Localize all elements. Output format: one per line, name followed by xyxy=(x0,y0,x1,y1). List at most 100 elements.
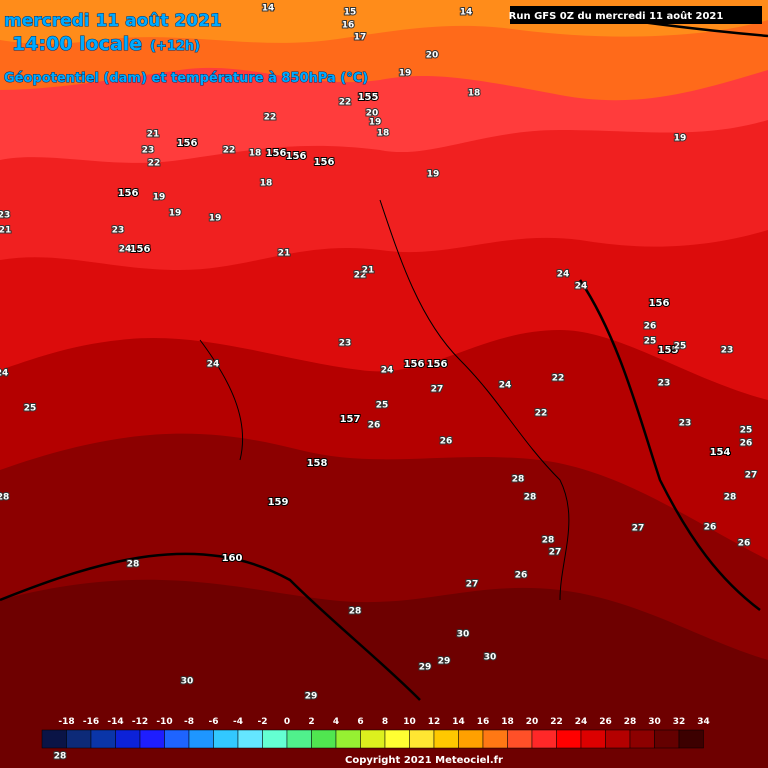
temperature-label: 28 xyxy=(512,475,525,485)
temperature-label: 24 xyxy=(381,366,394,376)
legend-swatch xyxy=(384,729,410,749)
temperature-label: 28 xyxy=(127,560,140,570)
temperature-label: 20 xyxy=(366,109,379,119)
legend-tick-label: -4 xyxy=(233,717,243,727)
temperature-label: 19 xyxy=(427,170,440,180)
legend-swatch xyxy=(629,729,655,749)
temperature-label: 27 xyxy=(632,524,645,534)
legend-swatch xyxy=(433,729,459,749)
temperature-label: 27 xyxy=(431,385,444,395)
legend-swatch xyxy=(531,729,557,749)
legend-swatch xyxy=(335,729,361,749)
height-label: 156 xyxy=(649,298,670,309)
temperature-label: 26 xyxy=(515,571,528,581)
temperature-label: 25 xyxy=(740,426,753,436)
legend-tick-label: 14 xyxy=(452,717,465,727)
temperature-label: 24 xyxy=(207,360,220,370)
legend-swatch xyxy=(90,729,116,749)
temperature-label: 22 xyxy=(535,409,548,419)
temperature-label: 14 xyxy=(262,4,275,14)
height-label: 159 xyxy=(268,497,289,508)
height-label: 156 xyxy=(266,148,287,159)
legend-tick-label: 12 xyxy=(428,717,441,727)
run-box xyxy=(510,6,762,24)
temperature-label: 24 xyxy=(575,282,588,292)
temperature-label: 15 xyxy=(344,8,357,18)
legend-tick-label: 20 xyxy=(526,717,539,727)
temperature-label: 19 xyxy=(674,134,687,144)
temperature-label: 23 xyxy=(142,146,155,156)
temperature-label: 27 xyxy=(745,471,758,481)
legend-swatch xyxy=(311,729,337,749)
temperature-label: 24 xyxy=(119,245,132,255)
legend-tick-label: 18 xyxy=(501,717,514,727)
legend-swatch xyxy=(286,729,312,749)
temperature-label: 30 xyxy=(181,677,194,687)
legend-tick-label: 0 xyxy=(284,717,290,727)
date-title: mercredi 11 août 2021 xyxy=(4,11,222,31)
temperature-label: 25 xyxy=(376,401,389,411)
color-legend: -18 -16 -14 -12 -10 -8 -6 -4 -2 0 2 4 6 8 10 12 14 16 18 20… xyxy=(41,717,710,749)
legend-tick-label: 24 xyxy=(575,717,588,727)
temperature-label: 21 xyxy=(0,226,11,236)
temperature-label: 23 xyxy=(658,379,671,389)
temperature-label: 19 xyxy=(209,214,222,224)
temperature-label: 25 xyxy=(644,337,657,347)
temperature-label: 23 xyxy=(339,339,352,349)
legend-swatch xyxy=(556,729,582,749)
legend-swatch xyxy=(66,729,92,749)
coastlines xyxy=(0,8,768,701)
temperature-label: 22 xyxy=(339,98,352,108)
temperature-label: 25 xyxy=(24,404,37,414)
height-label: 156 xyxy=(404,359,425,370)
height-label: 155 xyxy=(658,345,679,356)
height-label: 158 xyxy=(307,458,328,469)
height-label: 156 xyxy=(177,138,198,149)
temperature-label: 29 xyxy=(305,692,318,702)
temperature-label: 23 xyxy=(679,419,692,429)
temperature-label: 27 xyxy=(466,580,479,590)
legend-swatch xyxy=(580,729,606,749)
run-label: Run GFS 0Z du mercredi 11 août 2021 xyxy=(509,10,724,22)
temperature-label: 18 xyxy=(249,149,262,159)
temperature-label: 24 xyxy=(0,369,8,379)
temperature-label: 28 xyxy=(724,493,737,503)
legend-swatch xyxy=(139,729,165,749)
legend-swatch xyxy=(188,729,214,749)
temperature-label: 26 xyxy=(738,539,751,549)
temperature-label: 21 xyxy=(278,249,291,259)
temperature-label: 18 xyxy=(377,129,390,139)
height-label: 157 xyxy=(340,414,361,425)
legend-tick-label: -18 xyxy=(58,717,74,727)
legend-swatch xyxy=(237,729,263,749)
legend-swatch xyxy=(507,729,533,749)
time-title: 14:00 locale xyxy=(12,33,142,55)
temperature-label: 23 xyxy=(721,346,734,356)
legend-swatch xyxy=(605,729,631,749)
legend-tick-label: -8 xyxy=(184,717,194,727)
temperature-label: 26 xyxy=(740,439,753,449)
legend-tick-label: 30 xyxy=(648,717,661,727)
legend-swatch xyxy=(213,729,239,749)
legend-swatch xyxy=(41,729,67,749)
forecast-offset: (+12h) xyxy=(150,39,200,54)
temperature-label: 24 xyxy=(557,270,570,280)
legend-tick-label: 6 xyxy=(357,717,363,727)
legend-tick-label: -16 xyxy=(83,717,99,727)
temperature-label: 19 xyxy=(369,118,382,128)
legend-swatch xyxy=(482,729,508,749)
temperature-label: 24 xyxy=(499,381,512,391)
height-label: 154 xyxy=(710,447,731,458)
legend-swatch xyxy=(458,729,484,749)
height-label: 156 xyxy=(286,151,307,162)
height-label: 156 xyxy=(427,359,448,370)
temperature-label: 22 xyxy=(552,374,565,384)
temperature-label: 19 xyxy=(399,69,412,79)
temperature-label: 21 xyxy=(362,266,375,276)
legend-tick-label: 22 xyxy=(550,717,563,727)
temperature-label: 14 xyxy=(460,8,473,18)
temperature-label: 28 xyxy=(0,493,9,503)
legend-swatch xyxy=(654,729,680,749)
